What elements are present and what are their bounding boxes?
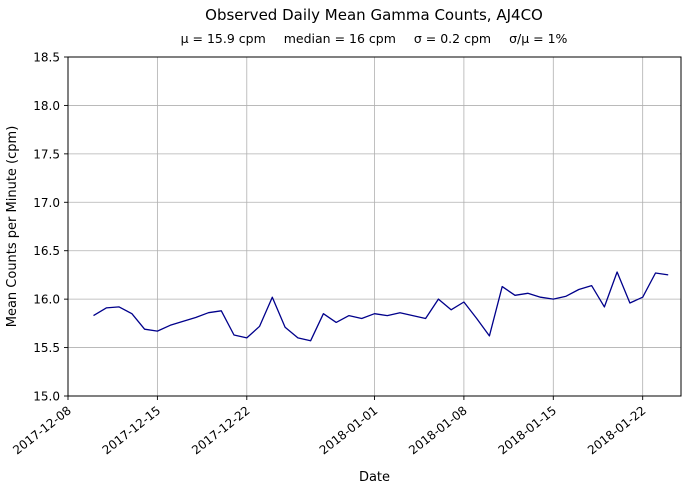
stat-sigma: σ = 0.2 cpm — [413, 31, 492, 46]
y-tick-label: 18.0 — [33, 99, 60, 113]
chart-stats-line: μ = 15.9 cpm median = 16 cpm σ = 0.2 cpm σ/… — [172, 31, 577, 46]
stat-sigma-over-mu: σ/μ = 1% — [509, 31, 568, 46]
y-tick-label: 15.5 — [33, 341, 60, 355]
x-tick-label: 2018-01-08 — [406, 403, 470, 457]
y-tick-label: 15.0 — [33, 390, 60, 404]
x-tick-label: 2017-12-22 — [189, 403, 253, 457]
y-axis-label: Mean Counts per Minute (cpm) — [5, 126, 20, 328]
x-tick-label: 2018-01-15 — [496, 403, 560, 457]
data-line — [93, 271, 669, 342]
y-tick-label: 17.5 — [33, 147, 60, 161]
x-axis-label: Date — [359, 470, 390, 485]
x-tick-label: 2018-01-01 — [317, 403, 381, 457]
y-tick-label: 18.5 — [33, 51, 60, 65]
chart-title: Observed Daily Mean Gamma Counts, AJ4CO — [205, 6, 543, 24]
stat-median: median = 16 cpm — [283, 31, 396, 46]
y-tick-label: 17.0 — [33, 196, 60, 210]
x-tick-label: 2017-12-08 — [10, 403, 74, 457]
y-tick-label: 16.5 — [33, 244, 60, 258]
y-tick-label: 16.0 — [33, 293, 60, 307]
stat-mean: μ = 15.9 cpm — [180, 31, 266, 46]
x-tick-label: 2017-12-15 — [100, 403, 164, 457]
x-tick-label: 2018-01-22 — [585, 403, 649, 457]
